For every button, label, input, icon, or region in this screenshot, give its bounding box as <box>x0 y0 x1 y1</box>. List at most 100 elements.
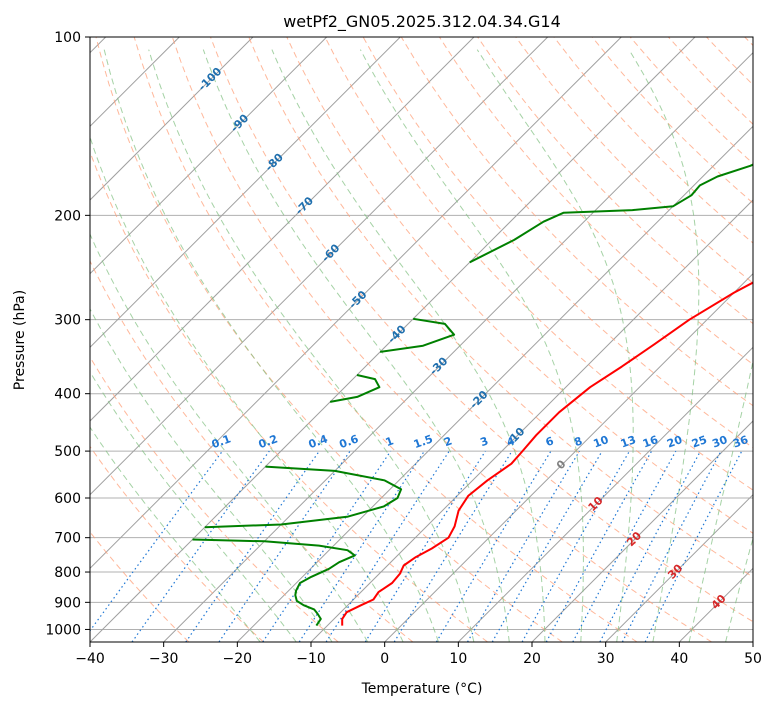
y-tick-label: 1000 <box>45 622 81 638</box>
isotherm-line <box>531 420 753 642</box>
mixing-ratio-labels: 0.1 0.2 0.4 0.6 1 1.5 2 3 4 6 8 10 13 16 20 25 30 36 <box>210 432 750 451</box>
dry-adiabat-line <box>90 445 264 642</box>
dry-adiabat-line <box>591 37 753 204</box>
moist-adiabat-line <box>271 49 546 642</box>
mixing-ratio-label: 13 <box>619 433 638 450</box>
dry-adiabat-line <box>90 531 190 642</box>
isotherm-line <box>90 37 328 275</box>
mixing-ratio-label: 30 <box>710 433 729 451</box>
isotherm-label: -90 <box>228 111 251 134</box>
profile-line-1 <box>192 538 356 627</box>
moist-adiabat-line <box>90 135 404 642</box>
dry-adiabat-line <box>248 37 753 578</box>
dry-adiabat-line <box>553 37 753 244</box>
x-tick-label: 50 <box>744 651 762 667</box>
dry-adiabat-line <box>90 259 414 642</box>
mixing-ratio-label: 1 <box>384 434 396 449</box>
mixing-ratio-line <box>262 450 392 642</box>
profile-line-5 <box>469 163 753 264</box>
moist-adiabat-line <box>476 49 634 642</box>
x-tick-label: −20 <box>223 651 253 667</box>
mixing-ratio-line <box>435 450 552 642</box>
isotherm-line <box>90 37 254 201</box>
profile-line-4 <box>379 317 456 353</box>
isotherm-line <box>752 641 753 642</box>
moist-adiabat-line <box>90 426 261 642</box>
y-axis: 1000 900 800 700 600 500 400 300 200 100 <box>45 30 90 638</box>
mixing-ratio-label: 6 <box>544 434 556 449</box>
isotherm-line <box>90 37 622 570</box>
moist-adiabat-line <box>90 308 333 642</box>
isotherm-line <box>90 37 401 349</box>
mixing-ratio-label: 10 <box>592 433 611 451</box>
mixing-ratio-line <box>218 450 351 642</box>
mixing-ratio-line <box>185 450 320 642</box>
mixing-ratio-label: 16 <box>641 433 660 451</box>
chart-title: wetPf2_GN05.2025.312.04.34.G14 <box>283 12 561 32</box>
moist-adiabat-line <box>90 232 369 642</box>
profile-line-3 <box>329 374 381 403</box>
moist-adiabat-line <box>359 49 584 642</box>
profile-line-0 <box>341 281 753 626</box>
x-tick-label: 0 <box>380 651 389 667</box>
y-tick-label: 800 <box>54 565 81 581</box>
dry-adiabat-line <box>90 150 488 642</box>
dry-adiabat-line <box>515 37 753 284</box>
x-axis-label: Temperature (°C) <box>361 681 483 697</box>
mixing-ratio-label: 0.2 <box>257 432 280 451</box>
mixing-ratio-label: 36 <box>731 433 750 451</box>
mixing-ratio-line <box>393 450 513 642</box>
moist-adiabat-line <box>628 49 700 642</box>
x-tick-label: −10 <box>296 651 326 667</box>
dry-adiabat-line <box>668 37 753 125</box>
mixing-ratio-label: 4 <box>505 434 517 449</box>
y-tick-label: 400 <box>54 387 81 403</box>
isotherm-line <box>384 272 753 642</box>
moist-adiabat-line <box>202 49 510 642</box>
x-tick-label: 40 <box>670 651 688 667</box>
isotherm-line <box>605 493 753 642</box>
isotherm-line <box>90 37 549 496</box>
moist-adiabat-line <box>148 49 475 642</box>
isotherm-line <box>457 346 753 642</box>
mixing-ratio-label: 2 <box>442 434 454 449</box>
mixing-ratio-line <box>572 450 677 642</box>
profile-line-2 <box>204 465 403 529</box>
moist-adiabat-line <box>90 370 297 642</box>
mixing-ratio-line <box>466 450 580 642</box>
isotherm-line <box>678 567 753 642</box>
mixing-ratio-label: 8 <box>572 434 584 449</box>
x-tick-label: 10 <box>449 651 467 667</box>
dry-adiabat-line <box>438 37 753 366</box>
y-tick-label: 900 <box>54 595 81 611</box>
mixing-ratio-label: 0.4 <box>307 432 330 451</box>
dry-adiabat-line <box>706 37 753 86</box>
dry-adiabat-line <box>171 37 712 642</box>
plot-frame <box>89 36 754 643</box>
isotherm-label: 30 <box>665 561 685 581</box>
dry-adiabat-line <box>90 356 339 642</box>
isotherm-label: 0 <box>554 457 569 472</box>
y-tick-label: 600 <box>54 491 81 507</box>
dry-adiabat-line <box>133 37 638 642</box>
y-tick-label: 200 <box>54 208 81 224</box>
dry-adiabat-line <box>210 37 753 623</box>
mixing-ratio-line <box>644 450 743 642</box>
profiles <box>192 163 753 627</box>
mixing-ratio-label: 0.1 <box>210 432 233 451</box>
mixing-ratio-label: 3 <box>478 434 490 449</box>
isotherm-label: -30 <box>427 354 450 377</box>
y-tick-label: 700 <box>54 531 81 547</box>
y-tick-label: 500 <box>54 444 81 460</box>
mixing-ratio-label: 25 <box>690 433 709 450</box>
moist-adiabat-line <box>688 358 753 642</box>
y-tick-label: 300 <box>54 313 81 329</box>
dry-adiabat-line <box>324 37 753 491</box>
mixing-ratio-line <box>325 450 450 642</box>
y-tick-label: 100 <box>54 30 81 46</box>
isotherm-line <box>163 51 753 642</box>
x-tick-label: −30 <box>149 651 179 667</box>
x-axis: −40 −30 −20 −10 0 10 20 30 40 50 <box>75 642 762 667</box>
x-tick-label: 20 <box>523 651 541 667</box>
